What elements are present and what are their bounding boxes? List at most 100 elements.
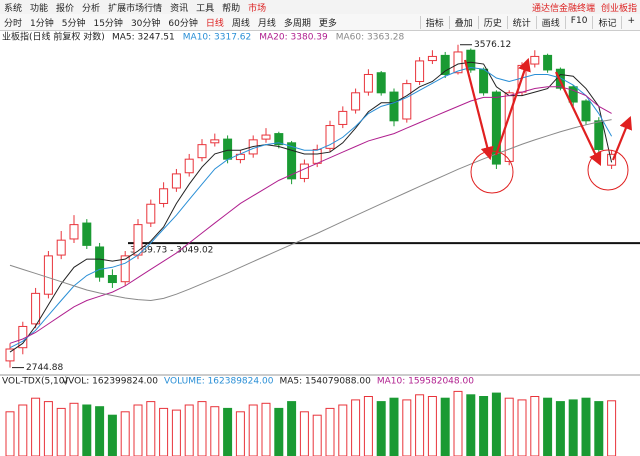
periods: 分时 1分钟 5分钟 15分钟 30分钟 60分钟 日线 周线 月线 多周期 更多 xyxy=(0,16,341,29)
candle-body xyxy=(159,188,169,204)
candle-body xyxy=(184,158,194,174)
candle-body xyxy=(466,49,476,71)
volume-bar xyxy=(82,404,92,456)
volume-bar xyxy=(543,397,553,456)
period-button[interactable]: 更多 xyxy=(318,18,337,29)
brand-text: 通达信金融终端 xyxy=(531,3,595,14)
candle-body xyxy=(325,125,335,149)
volume-bar xyxy=(568,399,578,456)
volume-bar xyxy=(325,407,335,456)
volume-bar xyxy=(504,397,514,456)
candle-body xyxy=(120,255,130,283)
volume-bar xyxy=(197,401,207,456)
tool-button[interactable]: 指标 xyxy=(419,15,449,29)
volume-bar xyxy=(466,394,476,456)
volume-title: VOL-TDX(5,10) xyxy=(2,377,68,387)
candle-body xyxy=(107,275,117,284)
volume-bar xyxy=(479,396,489,456)
tool-button[interactable]: 历史 xyxy=(477,15,507,29)
candle-body xyxy=(376,72,386,94)
period-button[interactable]: 5分钟 xyxy=(61,18,86,29)
tool-button[interactable]: 画线 xyxy=(535,15,565,29)
menu-item[interactable]: 功能 xyxy=(30,3,49,14)
candle-body xyxy=(402,83,412,120)
volume-bar xyxy=(555,401,565,456)
menu-item[interactable]: 扩展市场行情 xyxy=(108,3,163,14)
candle-body xyxy=(607,153,617,166)
tool-button[interactable]: 标记 xyxy=(592,15,621,29)
volume-bar xyxy=(453,390,463,456)
volume-legend: MA10: 159582048.00 xyxy=(377,377,474,387)
candle-body xyxy=(427,55,437,62)
volume-bar xyxy=(351,399,361,456)
ma-line xyxy=(9,66,613,349)
volume-bar xyxy=(69,402,79,456)
volume-bar xyxy=(363,396,373,456)
legend-entry: MA10: 3317.62 xyxy=(183,33,251,43)
period-button[interactable]: 多周期 xyxy=(283,18,311,29)
volume-bar xyxy=(120,411,130,456)
volume-bar xyxy=(210,406,220,456)
menu-item[interactable]: 工具 xyxy=(196,3,215,14)
menu-item[interactable]: 报价 xyxy=(56,3,75,14)
period-button[interactable]: 15分钟 xyxy=(93,18,123,29)
menu-item[interactable]: 分析 xyxy=(82,3,101,14)
menu-item[interactable]: 帮助 xyxy=(222,3,241,14)
menu-item[interactable]: 系统 xyxy=(4,3,23,14)
tool-button[interactable]: 叠加 xyxy=(448,15,478,29)
volume-bar xyxy=(31,397,41,456)
candle-body xyxy=(146,203,156,224)
legend-entry: MA20: 3380.39 xyxy=(259,33,328,43)
period-button[interactable]: 日线 xyxy=(205,18,224,29)
period-button[interactable]: 分时 xyxy=(4,18,23,29)
menu-item[interactable]: 资讯 xyxy=(170,3,189,14)
circle xyxy=(587,149,629,191)
candle-body xyxy=(287,142,297,180)
volume-bar xyxy=(389,397,399,456)
candle-body xyxy=(210,139,220,144)
candle-body xyxy=(530,55,540,65)
candle-body xyxy=(363,73,373,93)
candle-body xyxy=(31,292,41,325)
tool-button[interactable]: + xyxy=(621,15,640,29)
candle-body xyxy=(479,68,489,94)
volume-bar xyxy=(184,404,194,456)
volume-bar xyxy=(223,407,233,456)
brand: 通达信金融终端 创业板指 xyxy=(529,1,640,14)
volume-bar xyxy=(530,396,540,456)
candle-body xyxy=(56,239,66,256)
candle-body xyxy=(274,133,284,146)
volume-bar xyxy=(491,392,501,456)
period-button[interactable]: 周线 xyxy=(231,18,250,29)
volume-bar xyxy=(299,411,309,456)
period-button[interactable]: 60分钟 xyxy=(168,18,198,29)
menu-bar: 系统 功能 报价 分析 扩展市场行情 资讯 工具 帮助 市场 通达信金融终端 创业板指 xyxy=(0,0,640,15)
candle-body xyxy=(543,54,553,71)
volume-bar xyxy=(107,414,117,456)
chart: 业板指(日线 前复权 对数) MA5: 3247.51 MA10: 3317.62 M… xyxy=(0,31,640,456)
period-button[interactable]: 1分钟 xyxy=(30,18,54,29)
menu-item[interactable]: 市场 xyxy=(248,3,267,14)
volume-legend: VOLUME: 162389824.00 xyxy=(164,377,274,387)
volume-bar xyxy=(581,397,591,456)
volume-bar xyxy=(376,401,386,456)
price-line-label: 3039.73 - 3049.02 xyxy=(130,246,213,256)
candle-body xyxy=(440,54,450,75)
tool-button[interactable]: F10 xyxy=(564,15,593,29)
candle-body xyxy=(95,246,105,278)
volume-bar xyxy=(415,394,425,456)
ma-line xyxy=(9,61,613,353)
period-button[interactable]: 月线 xyxy=(257,18,276,29)
arrow xyxy=(555,71,602,166)
tool-button[interactable]: 统计 xyxy=(506,15,536,29)
candle-body xyxy=(69,224,79,240)
arrow xyxy=(611,115,632,161)
legend-entry: MA5: 3247.51 xyxy=(112,33,175,43)
volume-bar xyxy=(95,406,105,456)
candle-body xyxy=(351,92,361,111)
period-button[interactable]: 30分钟 xyxy=(130,18,161,29)
volume-bar xyxy=(440,397,450,456)
candle-body xyxy=(223,138,233,160)
tools: 指标 叠加 历史 统计 画线 F10 标记 + xyxy=(419,15,640,29)
